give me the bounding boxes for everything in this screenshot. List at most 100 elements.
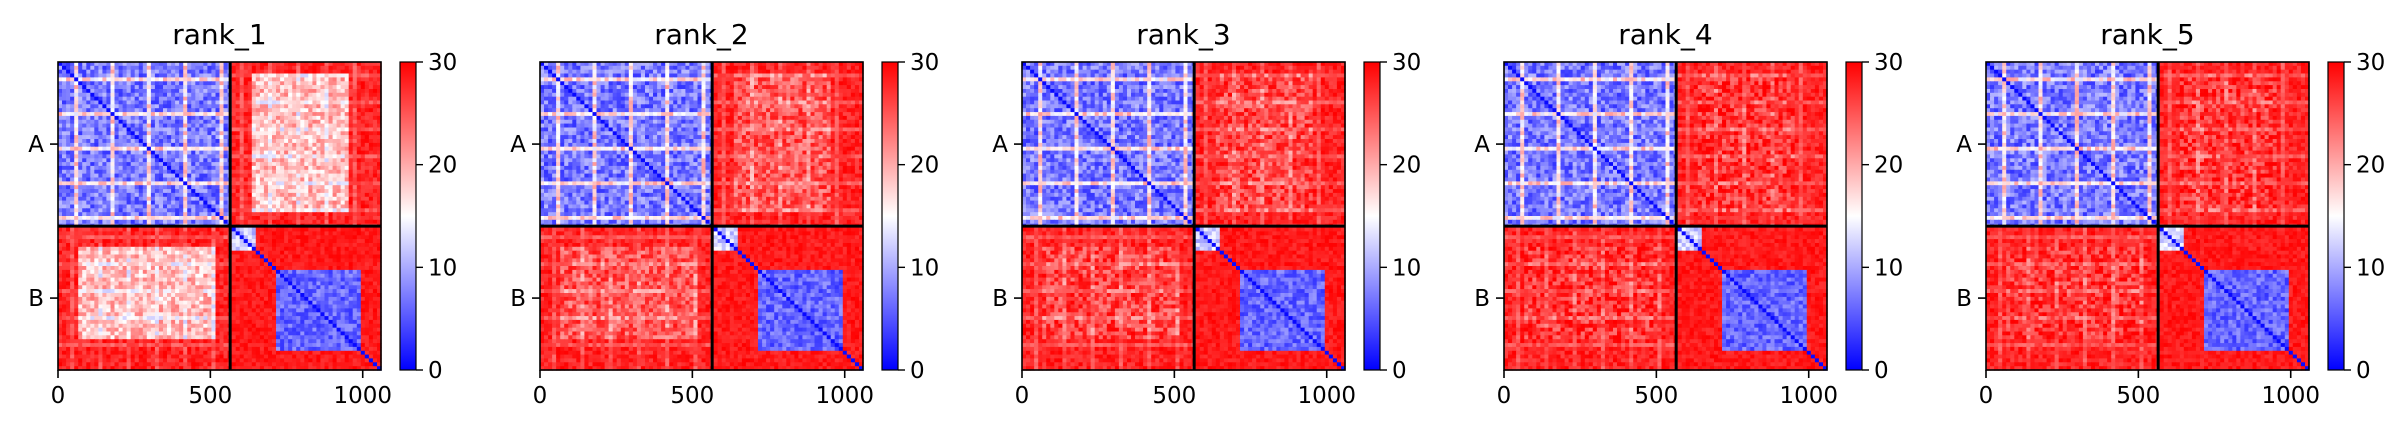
heatmap-cell [220, 239, 225, 243]
heatmap-cell [337, 166, 342, 170]
heatmap-cell [106, 128, 111, 132]
heatmap-cell [220, 85, 225, 89]
heatmap-cell [62, 120, 67, 124]
heatmap-cell [341, 289, 346, 293]
heatmap-cell [175, 216, 180, 220]
heatmap-cell [333, 158, 338, 162]
heatmap-cell [115, 170, 120, 174]
heatmap-cell [187, 239, 192, 243]
heatmap-cell [143, 166, 148, 170]
heatmap-cell [345, 151, 350, 155]
heatmap-cell [147, 147, 152, 151]
heatmap-cell [151, 178, 156, 182]
heatmap-cell [74, 189, 79, 193]
heatmap-cell [304, 77, 309, 81]
heatmap-cell [211, 289, 216, 293]
heatmap-cell [62, 201, 67, 205]
heatmap-cell [66, 301, 71, 305]
heatmap-cell [191, 66, 196, 70]
heatmap-cell [199, 201, 204, 205]
heatmap-cell [288, 251, 293, 255]
heatmap-cell [224, 266, 229, 270]
heatmap-cell [207, 70, 212, 74]
heatmap-cell [216, 212, 221, 216]
heatmap-cell [70, 243, 75, 247]
heatmap-cell [316, 151, 321, 155]
heatmap-cell [90, 262, 95, 266]
heatmap-cell [248, 158, 253, 162]
heatmap-cell [333, 247, 338, 251]
heatmap-cell [288, 181, 293, 185]
heatmap-cell [175, 154, 180, 158]
heatmap-cell [337, 124, 342, 128]
heatmap-cell [341, 285, 346, 289]
heatmap-cell [90, 170, 95, 174]
heatmap-cell [341, 139, 346, 143]
heatmap-cell [135, 162, 140, 166]
heatmap-cell [337, 266, 342, 270]
heatmap-cell [220, 208, 225, 212]
heatmap-cell [199, 178, 204, 182]
heatmap-cell [316, 174, 321, 178]
heatmap-cell [127, 231, 132, 235]
heatmap-cell [207, 66, 212, 70]
heatmap-cell [211, 89, 216, 93]
heatmap-cell [256, 97, 261, 101]
heatmap-cell [373, 212, 378, 216]
heatmap-cell [312, 135, 317, 139]
heatmap-cell [272, 147, 277, 151]
heatmap-cell [272, 139, 277, 143]
heatmap-cell [280, 239, 285, 243]
heatmap-cell [248, 266, 253, 270]
heatmap-cell [66, 70, 71, 74]
heatmap-cell [119, 135, 124, 139]
heatmap-cell [187, 162, 192, 166]
heatmap-cell [171, 135, 176, 139]
heatmap-cell [288, 235, 293, 239]
heatmap-cell [155, 131, 160, 135]
heatmap-cell [272, 189, 277, 193]
heatmap-cell [203, 131, 208, 135]
heatmap-cell [304, 205, 309, 209]
heatmap-cell [329, 77, 334, 81]
heatmap-cell [119, 282, 124, 286]
heatmap-cell [260, 174, 265, 178]
heatmap-cell [191, 243, 196, 247]
heatmap-cell [337, 247, 342, 251]
heatmap-cell [143, 193, 148, 197]
heatmap-cell [66, 143, 71, 147]
heatmap-cell [268, 185, 273, 189]
heatmap-cell [155, 112, 160, 116]
heatmap-cell [361, 205, 366, 209]
heatmap-cell [119, 181, 124, 185]
heatmap-cell [66, 243, 71, 247]
heatmap-cell [207, 166, 212, 170]
heatmap-cell [123, 189, 128, 193]
heatmap-cell [296, 128, 301, 132]
heatmap-cell [179, 124, 184, 128]
heatmap-cell [191, 104, 196, 108]
heatmap-cell [268, 212, 273, 216]
heatmap-cell [252, 266, 257, 270]
heatmap-cell [127, 208, 132, 212]
heatmap-cell [288, 174, 293, 178]
heatmap-cell [94, 297, 99, 301]
heatmap-cell [312, 158, 317, 162]
heatmap-cell [349, 97, 354, 101]
heatmap-cell [353, 212, 358, 216]
heatmap-cell [341, 197, 346, 201]
heatmap-cell [236, 282, 241, 286]
heatmap-cell [244, 247, 249, 251]
heatmap-cell [159, 66, 164, 70]
heatmap-cell [119, 81, 124, 85]
heatmap-cell [236, 181, 241, 185]
heatmap-cell [139, 201, 144, 205]
heatmap-cell [66, 158, 71, 162]
heatmap-cell [102, 220, 107, 224]
heatmap-cell [78, 197, 83, 201]
heatmap-cell [365, 166, 370, 170]
heatmap-cell [333, 231, 338, 235]
heatmap-cell [207, 185, 212, 189]
heatmap-cell [256, 128, 261, 132]
heatmap-cell [175, 66, 180, 70]
